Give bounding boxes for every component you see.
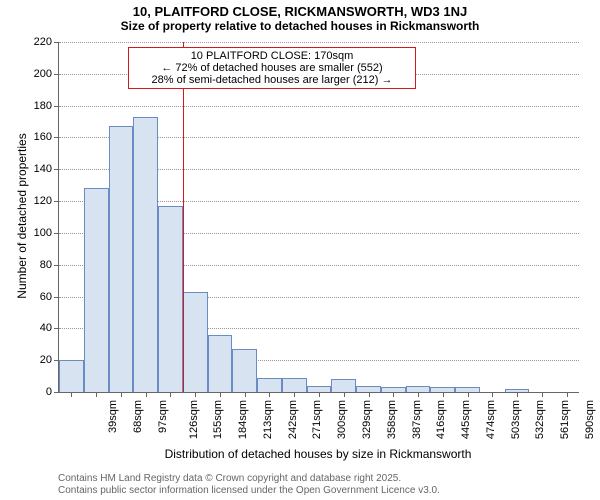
histogram-bar <box>109 126 134 392</box>
footer-line-2: Contains public sector information licen… <box>58 485 440 497</box>
ytick <box>54 265 59 266</box>
histogram-bar <box>59 360 84 392</box>
xtick-label: 300sqm <box>336 400 348 439</box>
annotation-line: 10 PLAITFORD CLOSE: 170sqm <box>135 50 409 62</box>
chart-title-2: Size of property relative to detached ho… <box>0 19 600 33</box>
ytick-label: 140 <box>0 163 52 175</box>
ytick-label: 160 <box>0 131 52 143</box>
histogram-bar <box>133 117 158 392</box>
ytick-label: 80 <box>0 259 52 271</box>
plot-area: 10 PLAITFORD CLOSE: 170sqm← 72% of detac… <box>58 42 579 393</box>
xtick-label: 561sqm <box>559 400 571 439</box>
ytick-label: 180 <box>0 100 52 112</box>
ytick <box>54 328 59 329</box>
ytick <box>54 297 59 298</box>
ytick-label: 20 <box>0 354 52 366</box>
ytick <box>54 201 59 202</box>
histogram-bar <box>84 188 109 392</box>
ytick-label: 220 <box>0 36 52 48</box>
xtick <box>492 392 493 397</box>
histogram-bar <box>183 292 208 392</box>
ytick-label: 40 <box>0 322 52 334</box>
xtick-label: 155sqm <box>213 400 225 439</box>
ytick <box>54 137 59 138</box>
footer-line-1: Contains HM Land Registry data © Crown c… <box>58 473 440 485</box>
xtick <box>71 392 72 397</box>
xtick-label: 271sqm <box>312 400 324 439</box>
xtick <box>443 392 444 397</box>
xtick-label: 387sqm <box>411 400 423 439</box>
xtick-label: 358sqm <box>386 400 398 439</box>
xtick-label: 184sqm <box>237 400 249 439</box>
gridline <box>59 106 579 107</box>
xtick <box>468 392 469 397</box>
xtick-label: 445sqm <box>460 400 472 439</box>
ytick <box>54 42 59 43</box>
xtick <box>269 392 270 397</box>
xtick-label: 213sqm <box>262 400 274 439</box>
xtick-label: 590sqm <box>584 400 596 439</box>
chart-title-1: 10, PLAITFORD CLOSE, RICKMANSWORTH, WD3 … <box>0 0 600 19</box>
x-axis-label: Distribution of detached houses by size … <box>58 447 578 461</box>
annotation-box: 10 PLAITFORD CLOSE: 170sqm← 72% of detac… <box>128 47 416 89</box>
xtick <box>220 392 221 397</box>
xtick <box>121 392 122 397</box>
xtick <box>344 392 345 397</box>
ytick <box>54 169 59 170</box>
ytick <box>54 233 59 234</box>
xtick-label: 474sqm <box>485 400 497 439</box>
xtick <box>294 392 295 397</box>
xtick-label: 416sqm <box>435 400 447 439</box>
xtick-label: 39sqm <box>107 400 119 433</box>
xtick <box>96 392 97 397</box>
xtick <box>146 392 147 397</box>
xtick-label: 97sqm <box>157 400 169 433</box>
xtick <box>369 392 370 397</box>
ytick <box>54 106 59 107</box>
histogram-bar <box>331 379 356 392</box>
xtick <box>567 392 568 397</box>
histogram-bar <box>232 349 257 392</box>
ytick-label: 100 <box>0 227 52 239</box>
xtick <box>418 392 419 397</box>
xtick <box>393 392 394 397</box>
annotation-line: 28% of semi-detached houses are larger (… <box>135 74 409 86</box>
footer-attribution: Contains HM Land Registry data © Crown c… <box>58 473 440 497</box>
ytick <box>54 392 59 393</box>
xtick <box>170 392 171 397</box>
xtick-label: 126sqm <box>188 400 200 439</box>
histogram-bar <box>257 378 282 392</box>
annotation-line: ← 72% of detached houses are smaller (55… <box>135 62 409 74</box>
xtick <box>245 392 246 397</box>
ytick-label: 0 <box>0 386 52 398</box>
xtick <box>319 392 320 397</box>
histogram-bar <box>208 335 233 392</box>
xtick-label: 329sqm <box>361 400 373 439</box>
ytick <box>54 74 59 75</box>
xtick <box>517 392 518 397</box>
ytick-label: 60 <box>0 291 52 303</box>
xtick <box>542 392 543 397</box>
xtick-label: 532sqm <box>534 400 546 439</box>
ytick-label: 120 <box>0 195 52 207</box>
ytick-label: 200 <box>0 68 52 80</box>
histogram-bar <box>282 378 307 392</box>
xtick <box>195 392 196 397</box>
xtick-label: 242sqm <box>287 400 299 439</box>
gridline <box>59 42 579 43</box>
y-axis-label: Number of detached properties <box>15 116 29 316</box>
reference-line <box>183 42 184 392</box>
xtick-label: 503sqm <box>510 400 522 439</box>
histogram-bar <box>158 206 183 392</box>
xtick-label: 68sqm <box>132 400 144 433</box>
